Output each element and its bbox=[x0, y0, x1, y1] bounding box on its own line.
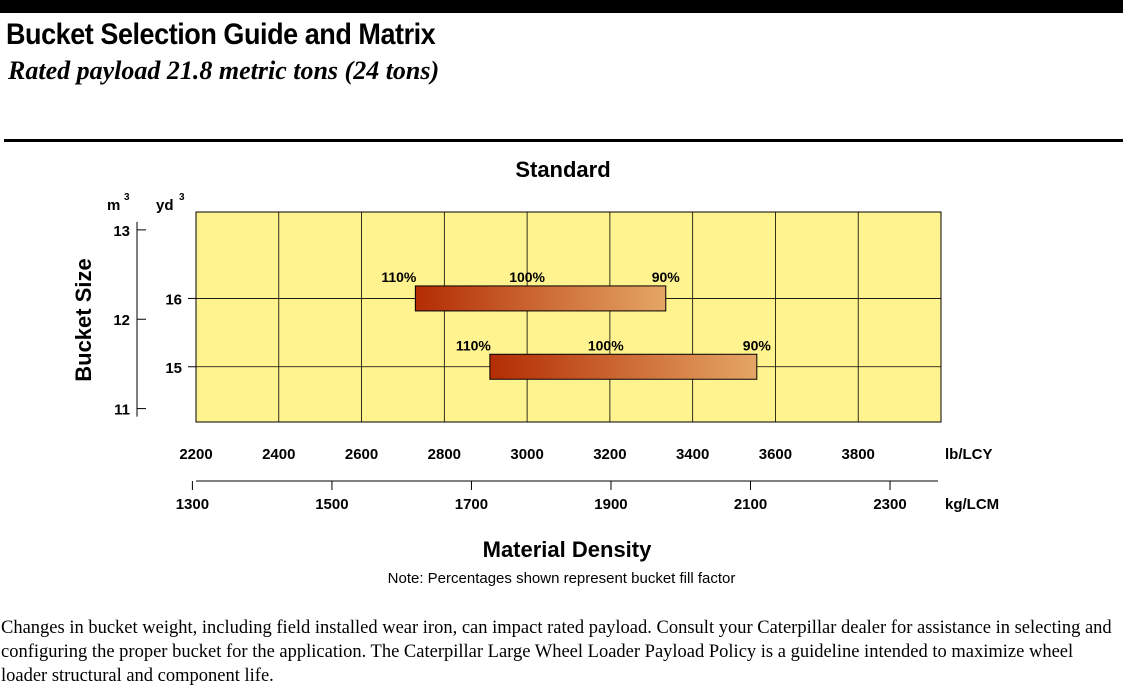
y-tick-label-m3: 11 bbox=[114, 402, 130, 419]
y-axis-label: Bucket Size bbox=[71, 258, 96, 382]
fill-factor-note: Note: Percentages shown represent bucket… bbox=[387, 570, 736, 587]
y-unit-yd3-superscript: 3 bbox=[179, 192, 185, 203]
fill-factor-label: 110% bbox=[381, 269, 417, 285]
x-tick-label-lb: 2400 bbox=[262, 446, 295, 463]
range-bar-15yd3 bbox=[489, 353, 758, 380]
x-unit-lb: lb/LCY bbox=[945, 446, 993, 463]
fill-factor-label: 100% bbox=[509, 269, 545, 285]
y-unit-m3-superscript: 3 bbox=[124, 192, 130, 203]
x-tick-label-kg: 1700 bbox=[455, 496, 488, 513]
x-tick-label-lb: 3800 bbox=[842, 446, 875, 463]
x-tick-label-kg: 1500 bbox=[315, 496, 348, 513]
x-tick-label-lb: 3400 bbox=[676, 446, 709, 463]
fill-factor-label: 110% bbox=[456, 337, 492, 353]
fill-factor-label: 90% bbox=[743, 337, 772, 353]
range-bar-16yd3 bbox=[414, 285, 667, 312]
top-rule bbox=[0, 0, 1123, 13]
x-tick-label-kg: 2100 bbox=[734, 496, 767, 513]
chart-title: Standard bbox=[515, 157, 610, 182]
x-tick-label-kg: 1300 bbox=[176, 496, 209, 513]
y-tick-label-yd3: 15 bbox=[165, 360, 182, 377]
x-tick-label-lb: 2600 bbox=[345, 446, 378, 463]
x-tick-label-lb: 3000 bbox=[510, 446, 543, 463]
y-unit-m3: m bbox=[107, 197, 120, 214]
x-tick-label-lb: 2200 bbox=[179, 446, 212, 463]
x-unit-kg: kg/LCM bbox=[945, 496, 999, 513]
y-tick-label-m3: 13 bbox=[113, 223, 130, 240]
y-tick-label-yd3: 16 bbox=[165, 291, 182, 308]
x-tick-label-lb: 3200 bbox=[593, 446, 626, 463]
page-title: Bucket Selection Guide and Matrix bbox=[6, 18, 436, 51]
y-tick-label-m3: 12 bbox=[113, 312, 130, 329]
plot-area bbox=[195, 211, 942, 423]
x-tick-label-kg: 2300 bbox=[873, 496, 906, 513]
x-tick-label-lb: 3600 bbox=[759, 446, 792, 463]
fill-factor-label: 100% bbox=[588, 337, 624, 353]
payload-disclaimer: Changes in bucket weight, including fiel… bbox=[1, 618, 1112, 686]
x-axis-label: Material Density bbox=[483, 537, 652, 562]
section-divider bbox=[4, 139, 1123, 142]
page-subtitle: Rated payload 21.8 metric tons (24 tons) bbox=[8, 56, 440, 85]
x-tick-label-lb: 2800 bbox=[428, 446, 461, 463]
y-unit-yd3: yd bbox=[156, 197, 174, 214]
x-tick-label-kg: 1900 bbox=[594, 496, 627, 513]
fill-factor-label: 90% bbox=[652, 269, 681, 285]
